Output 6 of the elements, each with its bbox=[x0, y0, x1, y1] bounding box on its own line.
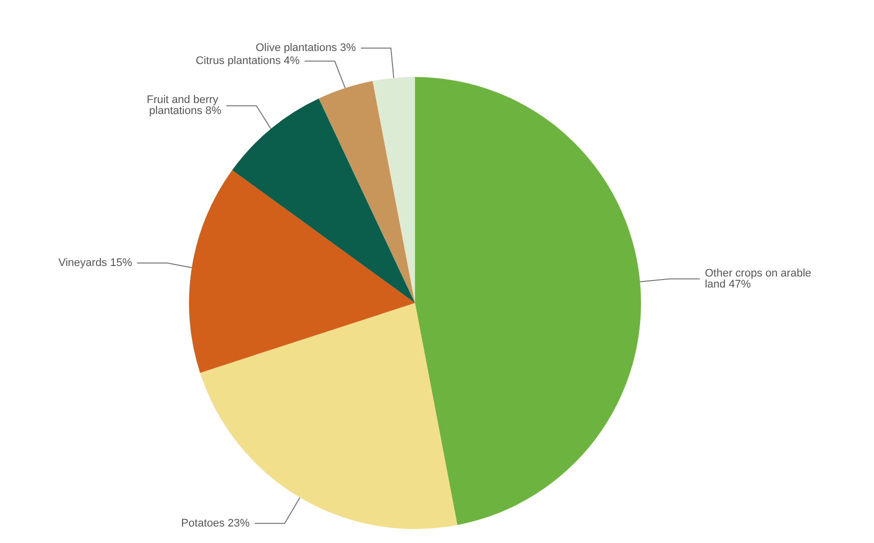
slice-label: Citrus plantations 4% bbox=[196, 55, 300, 68]
slice-label: Other crops on arable land 47% bbox=[704, 267, 814, 290]
slice-label: Vineyards 15% bbox=[58, 256, 132, 269]
slice-label: Potatoes 23% bbox=[181, 517, 250, 530]
slice-label: Olive plantations 3% bbox=[256, 42, 356, 54]
slice-label: Fruit and berry plantations 8% bbox=[146, 94, 222, 118]
